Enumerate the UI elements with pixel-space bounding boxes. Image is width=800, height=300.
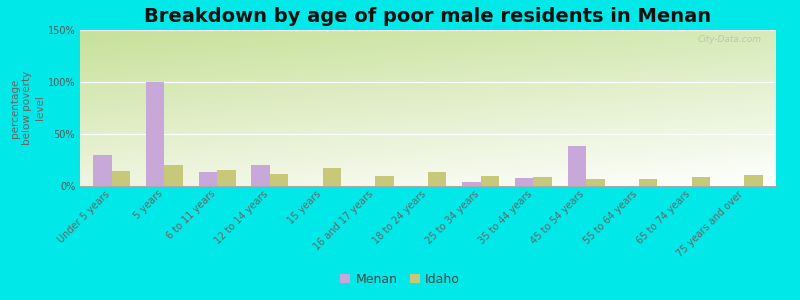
Bar bbox=[515, 178, 534, 186]
Title: Breakdown by age of poor male residents in Menan: Breakdown by age of poor male residents … bbox=[145, 7, 711, 26]
Bar bbox=[375, 176, 394, 186]
Y-axis label: percentage
below poverty
level: percentage below poverty level bbox=[10, 71, 45, 145]
Legend: Menan, Idaho: Menan, Idaho bbox=[335, 268, 465, 291]
Bar bbox=[270, 173, 288, 186]
Bar bbox=[568, 146, 586, 186]
Bar bbox=[462, 182, 481, 186]
Bar bbox=[744, 175, 763, 186]
Bar bbox=[198, 172, 217, 186]
Bar bbox=[692, 177, 710, 186]
Bar bbox=[481, 176, 499, 186]
Bar bbox=[322, 168, 341, 186]
Text: City-Data.com: City-Data.com bbox=[698, 35, 762, 44]
Bar bbox=[217, 170, 235, 186]
Bar bbox=[112, 171, 130, 186]
Bar bbox=[534, 177, 552, 186]
Bar bbox=[428, 172, 446, 186]
Bar bbox=[164, 165, 183, 186]
Bar bbox=[586, 179, 605, 186]
Bar bbox=[251, 165, 270, 186]
Bar bbox=[639, 179, 658, 186]
Bar bbox=[146, 82, 164, 186]
Bar bbox=[93, 155, 112, 186]
